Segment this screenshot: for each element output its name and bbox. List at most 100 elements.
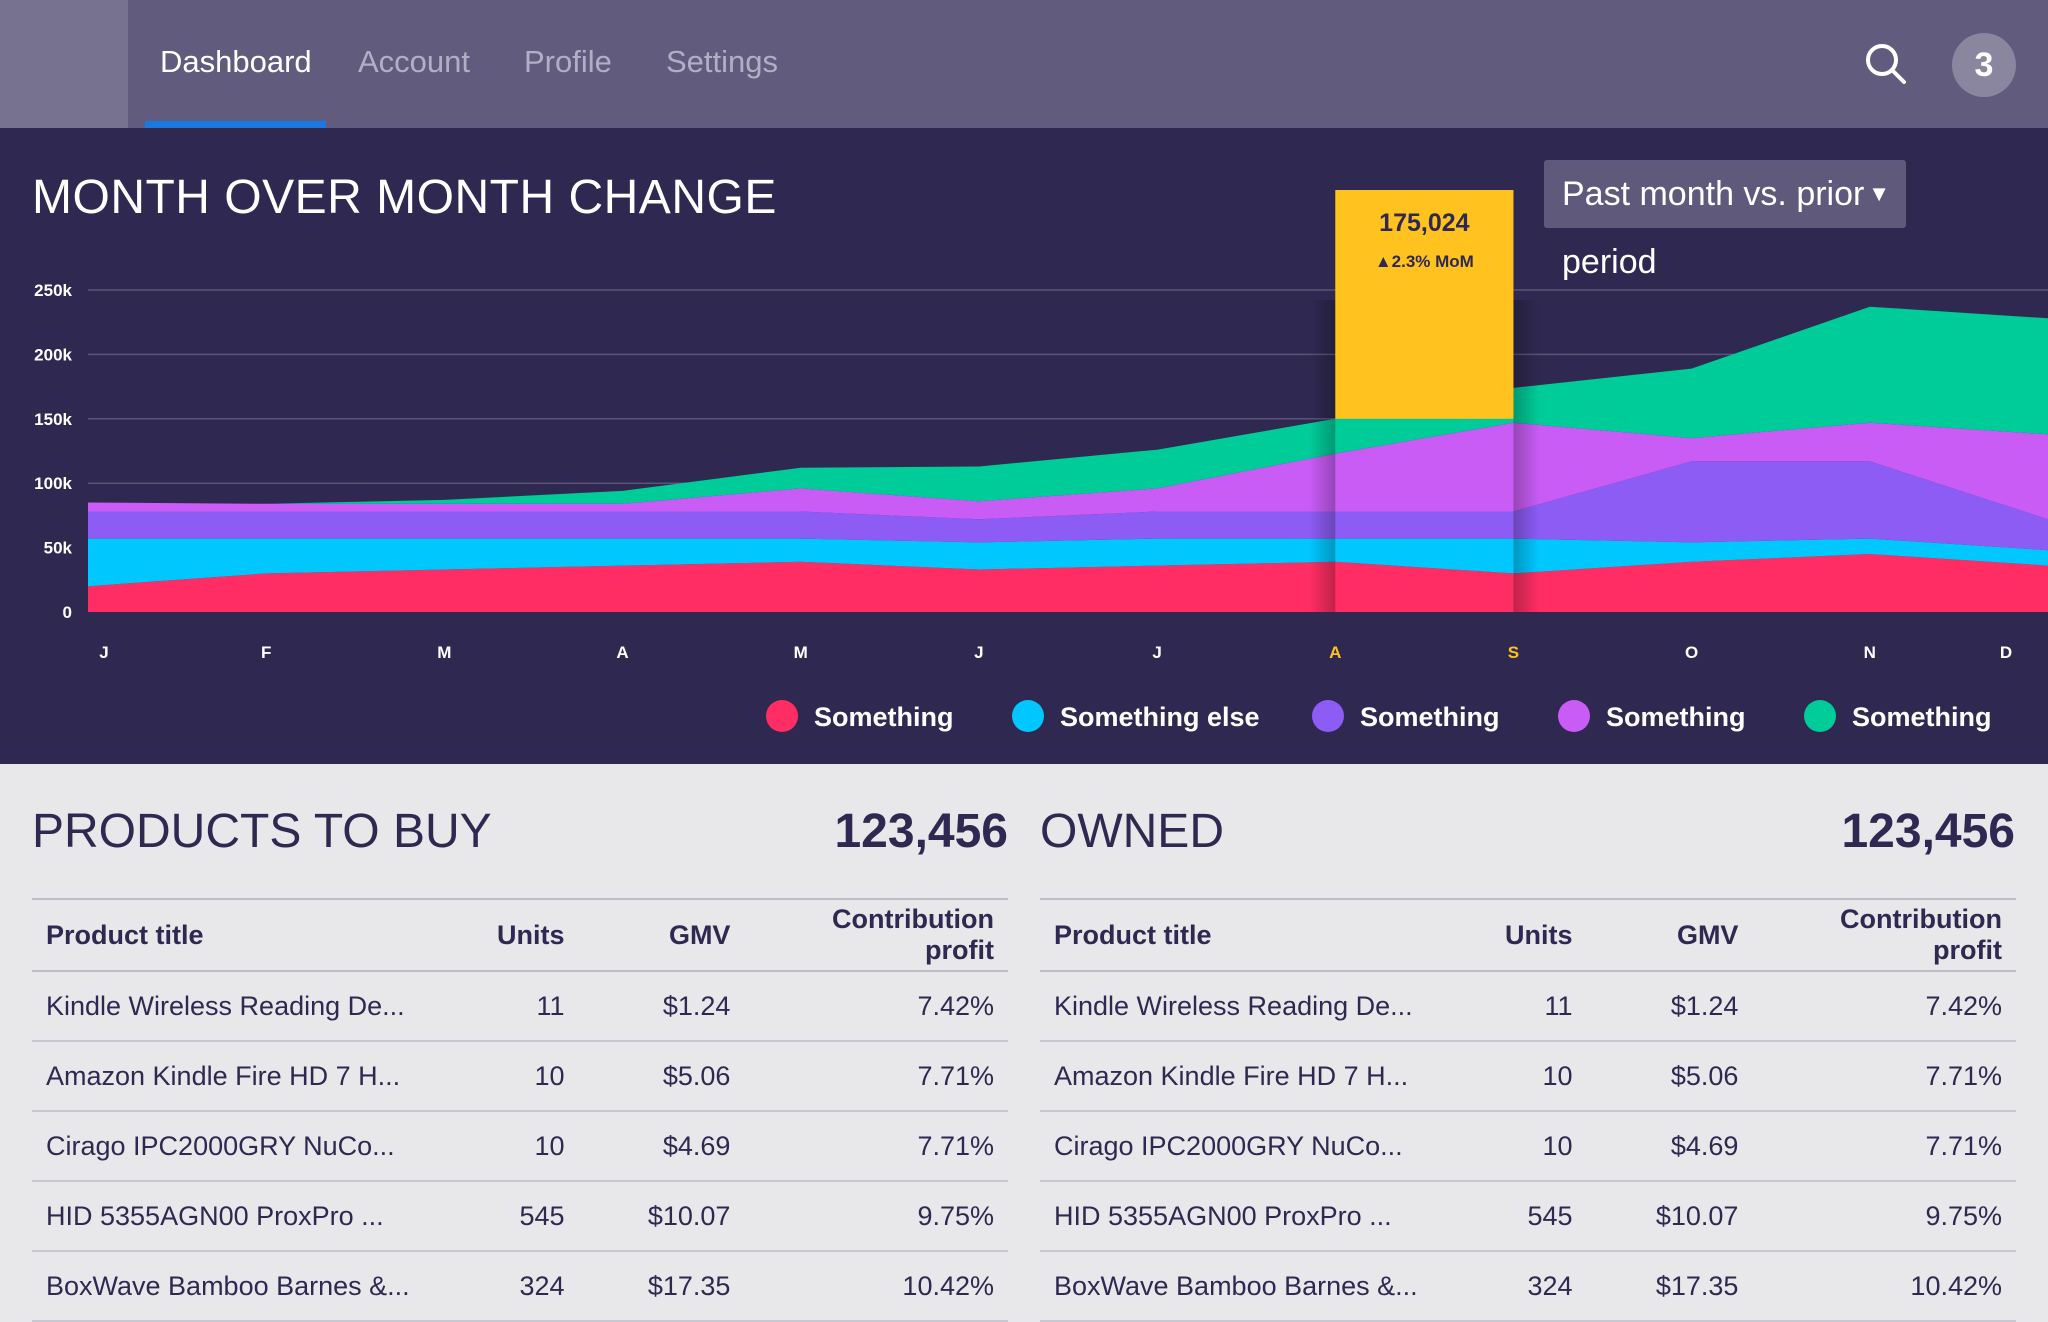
table-cell: $5.06 bbox=[1586, 1041, 1753, 1112]
table-row[interactable]: Kindle Wireless Reading De... 11 $1.24 7.42… bbox=[1040, 971, 2016, 1042]
tooltip-highlight[interactable] bbox=[1335, 190, 1514, 419]
logo-block[interactable] bbox=[0, 0, 128, 128]
table-cell: 11 bbox=[451, 971, 579, 1042]
table-cell: $17.35 bbox=[578, 1251, 745, 1322]
x-tick-label: M bbox=[794, 643, 808, 662]
table-row[interactable]: Kindle Wireless Reading De... 11 $1.24 7.42… bbox=[32, 971, 1008, 1042]
y-tick-label: 50k bbox=[44, 539, 73, 558]
table-cell: 7.71% bbox=[1752, 1041, 2016, 1112]
y-tick-label: 150k bbox=[34, 410, 72, 429]
table-cell: 10 bbox=[451, 1111, 579, 1182]
column-header[interactable]: Units bbox=[1459, 898, 1587, 972]
owned-title: OWNED bbox=[1040, 805, 1224, 858]
tab-dashboard[interactable]: Dashboard bbox=[160, 44, 312, 79]
table-cell: Amazon Kindle Fire HD 7 H... bbox=[1040, 1041, 1460, 1112]
x-tick-label: S bbox=[1508, 643, 1519, 662]
table-cell: HID 5355AGN00 ProxPro ... bbox=[32, 1181, 452, 1252]
table-row[interactable]: Cirago IPC2000GRY NuCo... 10 $4.69 7.71% bbox=[32, 1111, 1008, 1182]
column-header[interactable]: Units bbox=[451, 898, 579, 972]
table-row[interactable]: Amazon Kindle Fire HD 7 H... 10 $5.06 7.71% bbox=[1040, 1041, 2016, 1112]
products-to-buy-table: Product title Units GMV Contribution profit… bbox=[32, 898, 1008, 1322]
legend-swatch bbox=[766, 700, 798, 732]
series-area[interactable] bbox=[88, 461, 2048, 551]
period-select-value: Past month vs. prior period bbox=[1562, 175, 1865, 281]
table-cell: $4.69 bbox=[1586, 1111, 1753, 1182]
column-header[interactable]: GMV bbox=[578, 898, 745, 972]
legend-swatch bbox=[1312, 700, 1344, 732]
table-row[interactable]: BoxWave Bamboo Barnes &... 324 $17.35 10.42… bbox=[1040, 1251, 2016, 1322]
table-row[interactable]: HID 5355AGN00 ProxPro ... 545 $10.07 9.75% bbox=[1040, 1181, 2016, 1252]
period-select-dropdown[interactable]: Past month vs. prior period ▼ bbox=[1544, 160, 1906, 281]
y-tick-label: 0 bbox=[63, 603, 72, 622]
x-tick-label: A bbox=[616, 643, 628, 662]
legend-label: Something bbox=[1606, 702, 1746, 732]
series-area[interactable] bbox=[88, 538, 2048, 587]
legend-item[interactable]: Something bbox=[1558, 700, 1746, 732]
owned-total: 123,456 bbox=[1841, 805, 2015, 858]
legend-swatch bbox=[1804, 700, 1836, 732]
products-to-buy-title: PRODUCTS TO BUY bbox=[32, 805, 492, 858]
tab-profile[interactable]: Profile bbox=[524, 44, 612, 79]
table-cell: HID 5355AGN00 ProxPro ... bbox=[1040, 1181, 1460, 1252]
series-area[interactable] bbox=[88, 554, 2048, 612]
table-cell: 7.42% bbox=[744, 971, 1008, 1042]
x-tick-label: J bbox=[99, 643, 108, 662]
table-cell: 7.71% bbox=[1752, 1111, 2016, 1182]
table-cell: 11 bbox=[1459, 971, 1587, 1042]
table-row[interactable]: Cirago IPC2000GRY NuCo... 10 $4.69 7.71% bbox=[1040, 1111, 2016, 1182]
column-header[interactable]: Contribution profit bbox=[1752, 898, 2016, 972]
table-row[interactable]: BoxWave Bamboo Barnes &... 324 $17.35 10.42… bbox=[32, 1251, 1008, 1322]
legend-swatch bbox=[1012, 700, 1044, 732]
column-header[interactable]: Product title bbox=[32, 898, 452, 972]
table-cell: $4.69 bbox=[578, 1111, 745, 1182]
table-row[interactable]: Amazon Kindle Fire HD 7 H... 10 $5.06 7.71% bbox=[32, 1041, 1008, 1112]
y-tick-label: 100k bbox=[34, 474, 72, 493]
legend-label: Something bbox=[1852, 702, 1992, 732]
table-cell: Kindle Wireless Reading De... bbox=[32, 971, 452, 1042]
legend-label: Something bbox=[814, 702, 954, 732]
notification-badge[interactable]: 3 bbox=[1952, 33, 2016, 97]
highlight-shadow bbox=[1309, 300, 1336, 612]
top-nav-bar: Dashboard Account Profile Settings 3 bbox=[0, 0, 2048, 128]
active-tab-indicator bbox=[145, 121, 326, 128]
x-tick-label: O bbox=[1685, 643, 1698, 662]
table-cell: $10.07 bbox=[578, 1181, 745, 1252]
table-cell: $1.24 bbox=[1586, 971, 1753, 1042]
chevron-down-icon: ▼ bbox=[1868, 181, 1890, 206]
table-cell: $1.24 bbox=[578, 971, 745, 1042]
column-header[interactable]: Contribution profit bbox=[744, 898, 1008, 972]
table-cell: $5.06 bbox=[578, 1041, 745, 1112]
highlight-shadow bbox=[1513, 300, 1540, 612]
search-icon[interactable] bbox=[1862, 40, 1910, 88]
table-cell: BoxWave Bamboo Barnes &... bbox=[32, 1251, 452, 1322]
legend-item[interactable]: Something else bbox=[1012, 700, 1260, 732]
month-over-month-chart: 175,024 ▲2.3% MoM 0 50k 100k 150k 200k 250k J F M… bbox=[34, 190, 2048, 732]
series-area[interactable] bbox=[88, 422, 2048, 520]
chart-title: MONTH OVER MONTH CHANGE bbox=[32, 171, 777, 224]
y-tick-label: 250k bbox=[34, 281, 72, 300]
table-cell: Cirago IPC2000GRY NuCo... bbox=[32, 1111, 452, 1182]
table-cell: 7.71% bbox=[744, 1041, 1008, 1112]
owned-table: Product title Units GMV Contribution profit… bbox=[1040, 898, 2016, 1322]
x-tick-label: F bbox=[261, 643, 271, 662]
table-cell: 10.42% bbox=[744, 1251, 1008, 1322]
column-header[interactable]: Product title bbox=[1040, 898, 1460, 972]
table-cell: BoxWave Bamboo Barnes &... bbox=[1040, 1251, 1460, 1322]
table-row[interactable]: HID 5355AGN00 ProxPro ... 545 $10.07 9.75% bbox=[32, 1181, 1008, 1252]
chart-panel: 175,024 ▲2.3% MoM 0 50k 100k 150k 200k 250k J F M… bbox=[0, 128, 2048, 764]
tab-settings[interactable]: Settings bbox=[666, 44, 779, 79]
x-tick-label: N bbox=[1864, 643, 1876, 662]
table-cell: Amazon Kindle Fire HD 7 H... bbox=[32, 1041, 452, 1112]
table-cell: 324 bbox=[1459, 1251, 1587, 1322]
table-cell: 10 bbox=[1459, 1111, 1587, 1182]
legend-item[interactable]: Something bbox=[766, 700, 954, 732]
column-header[interactable]: GMV bbox=[1586, 898, 1753, 972]
tooltip-change: ▲2.3% MoM bbox=[1375, 252, 1474, 271]
legend-swatch bbox=[1558, 700, 1590, 732]
legend-label: Something bbox=[1360, 702, 1500, 732]
legend-item[interactable]: Something bbox=[1312, 700, 1500, 732]
series-area[interactable] bbox=[88, 306, 2048, 504]
tab-account[interactable]: Account bbox=[358, 44, 471, 79]
table-cell: $17.35 bbox=[1586, 1251, 1753, 1322]
legend-item[interactable]: Something bbox=[1804, 700, 1992, 732]
